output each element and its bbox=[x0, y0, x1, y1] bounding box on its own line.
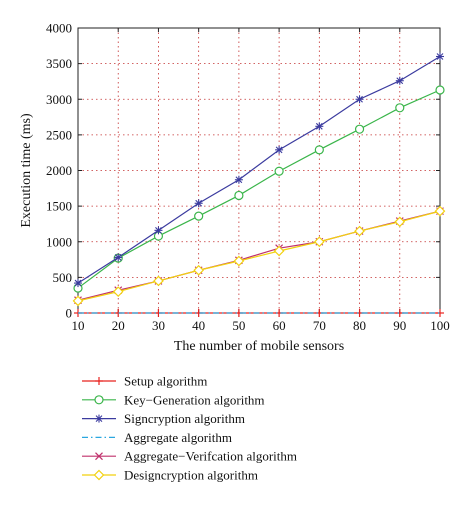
legend-item: Signcryption algorithm bbox=[82, 411, 245, 426]
grid bbox=[78, 28, 440, 313]
y-tick-label: 500 bbox=[53, 270, 73, 285]
legend-marker bbox=[95, 452, 103, 461]
data-point bbox=[314, 145, 324, 155]
x-tick-label: 50 bbox=[232, 318, 245, 333]
legend-item: Aggregate algorithm bbox=[82, 430, 232, 445]
data-point bbox=[233, 255, 245, 267]
tick-labels: 10 20 30 40 50 60 70 80 90 1000500100015002000250… bbox=[46, 21, 450, 334]
x-tick-label: 80 bbox=[353, 318, 366, 333]
data-point bbox=[153, 275, 164, 287]
y-tick-label: 0 bbox=[66, 306, 73, 321]
data-point bbox=[315, 122, 323, 130]
x-tick-label: 20 bbox=[112, 318, 125, 333]
legend-item: Designcryption algorithm bbox=[82, 468, 258, 483]
data-point bbox=[434, 205, 446, 217]
x-axis-label: The number of mobile sensors bbox=[174, 339, 344, 354]
legend-marker bbox=[95, 415, 103, 422]
y-tick-label: 2000 bbox=[46, 163, 72, 178]
data-point bbox=[195, 199, 203, 207]
x-tick-label: 90 bbox=[393, 318, 406, 333]
data-point bbox=[274, 166, 284, 176]
data-point bbox=[72, 295, 84, 307]
legend-label: Signcryption algorithm bbox=[124, 411, 245, 426]
data-point bbox=[436, 53, 444, 60]
data-point bbox=[356, 95, 363, 103]
data-point bbox=[235, 176, 243, 184]
data-point bbox=[394, 216, 406, 228]
legend-marker bbox=[94, 395, 104, 405]
y-tick-label: 3000 bbox=[46, 92, 72, 107]
data-point bbox=[74, 279, 82, 287]
data-point bbox=[193, 264, 205, 276]
legend-item: Setup algorithm bbox=[82, 374, 207, 389]
data-point bbox=[354, 225, 365, 237]
legend-label: Setup algorithm bbox=[124, 374, 207, 389]
legend-item: Aggregate−Verifcation algorithm bbox=[82, 449, 297, 464]
data-point bbox=[155, 226, 162, 234]
series-line bbox=[77, 55, 441, 284]
data-point bbox=[396, 77, 404, 85]
data-point bbox=[234, 190, 244, 201]
series-1 bbox=[73, 85, 445, 293]
data-point bbox=[275, 146, 283, 154]
y-tick-label: 2500 bbox=[46, 127, 72, 142]
legend: Setup algorithm Key−Generation algorithm S… bbox=[82, 374, 297, 483]
legend-label: Designcryption algorithm bbox=[124, 468, 258, 483]
data-point bbox=[194, 211, 204, 221]
data-point bbox=[273, 245, 285, 257]
x-tick-label: 60 bbox=[273, 318, 286, 333]
y-tick-label: 1000 bbox=[46, 234, 72, 249]
series-2 bbox=[74, 52, 444, 288]
data-point bbox=[313, 236, 325, 248]
data-point bbox=[395, 103, 405, 113]
legend-marker bbox=[93, 469, 105, 481]
data-point bbox=[114, 254, 122, 261]
data-point bbox=[354, 124, 365, 134]
data-point bbox=[112, 286, 124, 297]
x-tick-label: 40 bbox=[192, 318, 205, 333]
x-tick-label: 100 bbox=[430, 318, 450, 333]
data-point bbox=[435, 85, 445, 95]
series-5 bbox=[72, 205, 446, 307]
series-lines bbox=[72, 52, 446, 317]
legend-label: Key−Generation algorithm bbox=[124, 392, 265, 407]
y-tick-label: 4000 bbox=[46, 21, 72, 36]
x-tick-label: 70 bbox=[313, 318, 326, 333]
y-tick-label: 3500 bbox=[46, 56, 72, 71]
y-tick-label: 1500 bbox=[46, 199, 72, 214]
series-line bbox=[77, 210, 441, 302]
legend-label: Aggregate algorithm bbox=[124, 430, 232, 445]
legend-item: Key−Generation algorithm bbox=[82, 392, 265, 407]
y-axis-label: Execution time (ms) bbox=[19, 113, 34, 228]
series-line bbox=[77, 89, 441, 289]
x-tick-label: 30 bbox=[152, 318, 165, 333]
x-tick-label: 10 bbox=[72, 318, 85, 333]
legend-label: Aggregate−Verifcation algorithm bbox=[124, 449, 297, 464]
